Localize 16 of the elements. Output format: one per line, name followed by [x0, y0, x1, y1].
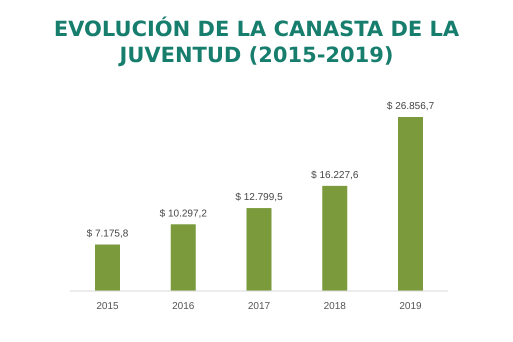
x-tick-label: 2018 — [324, 301, 346, 312]
x-tick-label: 2015 — [96, 301, 120, 312]
data-label: $ 10.297,2 — [160, 208, 208, 220]
bar — [398, 117, 423, 291]
bar — [322, 186, 348, 291]
data-label: $ 26.856,7 — [386, 101, 435, 112]
x-tick-label: 2017 — [248, 301, 271, 312]
data-label: $ 16.227,6 — [311, 170, 359, 181]
data-label: $ 12.799,5 — [235, 192, 284, 204]
bar — [246, 208, 272, 291]
chart-title: EVOLUCIÓN DE LA CANASTA DE LA JUVENTUD (2015-2019) — [54, 16, 460, 67]
bar — [95, 244, 120, 291]
data-label: $ 7.175,8 — [86, 228, 129, 240]
x-tick-label: 2016 — [172, 301, 195, 312]
x-tick-label: 2019 — [399, 301, 422, 312]
bar — [170, 224, 196, 291]
